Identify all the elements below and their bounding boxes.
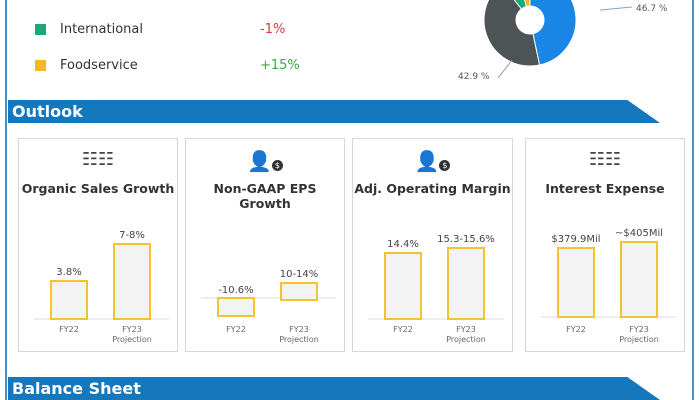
data-label: 10-14% [280,269,319,280]
outlook-banner: Outlook [8,100,660,123]
bar [384,252,422,320]
person-dollar-icon: 👤 $ [186,149,344,173]
x-tick-label: FY23 Projection [619,325,659,344]
coins-icon: ☷☷ [588,149,622,170]
card-title: Interest Expense [545,181,665,196]
bar [620,241,658,318]
x-tick-label-line: FY23 [456,325,476,334]
balance-sheet-banner: Balance Sheet [8,377,660,400]
outlook-card: ☷☷ Interest Expense $379.9Mil FY22 ~$405Mil F… [525,138,685,352]
x-tick-label-line: FY22 [566,325,586,334]
page-frame [5,0,694,400]
x-tick-label: FY23 Projection [446,325,486,344]
data-label: 14.4% [387,239,419,250]
bar [447,247,485,320]
data-label: 3.8% [56,267,81,278]
x-tick-label-line: FY23 [289,325,309,334]
donut-chart: 42.9 % 46.7 % [458,0,668,82]
card-title: Adj. Operating Margin [354,181,511,196]
x-tick-label-line: Projection [112,335,152,344]
legend-item-foodservice: Foodservice [35,58,138,73]
legend-swatch [35,24,46,35]
person-dollar-icon: 👤 $ [353,149,512,173]
x-tick-label: FY23 Projection [112,325,152,344]
bar [217,297,255,317]
leader-line [599,6,633,11]
segment-dark [483,0,541,67]
data-label: 7-8% [119,230,145,241]
card-title: Non-GAAP EPS Growth [213,181,317,211]
outlook-card: 👤 $ Adj. Operating Margin 14.4% FY22 15.3-15.… [352,138,513,352]
x-tick-label-line: FY23 [122,325,142,334]
data-label: $379.9Mil [551,234,600,245]
segment-yellow [524,0,531,8]
donut-label: 46.7 % [636,4,668,14]
outlook-card: 👤 $ Non-GAAP EPS Growth -10.6% FY22 10-14% FY2… [185,138,345,352]
data-label: -10.6% [218,285,253,296]
x-tick-label-line: FY22 [226,325,246,334]
segment-blue [529,0,577,66]
bar [113,243,151,320]
legend-value: -1% [260,22,286,37]
card-title: Organic Sales Growth [21,181,175,196]
data-label: ~$405Mil [615,228,663,239]
x-tick-label-line: Projection [619,335,659,344]
legend-swatch [35,60,46,71]
bar [557,247,595,318]
x-tick-label: FY22 [59,325,79,334]
bar [50,280,88,320]
x-tick-label-line: FY22 [393,325,413,334]
x-tick-label: FY23 Projection [279,325,319,344]
x-tick-label-line: FY23 [629,325,649,334]
legend-value: +15% [260,58,300,73]
x-tick-label-line: Projection [279,335,319,344]
donut-label: 42.9 % [458,72,490,82]
bar [280,282,318,301]
legend-label: Foodservice [60,58,138,73]
leader-line [497,59,513,79]
x-tick-label: FY22 [393,325,413,334]
x-tick-label-line: Projection [446,335,486,344]
coins-stack-icon: ☷☷ [81,149,115,170]
legend-label: International [60,22,143,37]
x-tick-label: FY22 [566,325,586,334]
legend-item-international: International [35,22,143,37]
data-label: 15.3-15.6% [437,234,495,245]
x-tick-label: FY22 [226,325,246,334]
x-tick-label-line: FY22 [59,325,79,334]
outlook-card: ☷☷ Organic Sales Growth 3.8% FY22 7-8% FY23 Pr… [18,138,178,352]
